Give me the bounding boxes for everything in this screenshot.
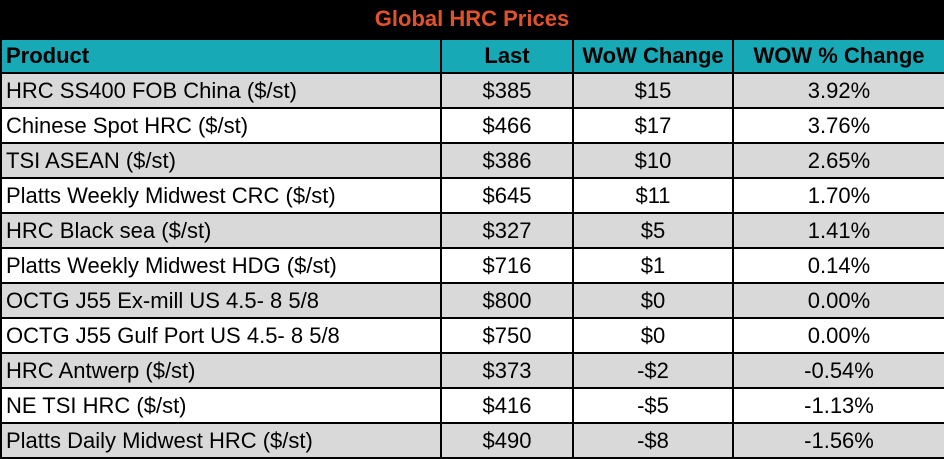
table-row: Platts Weekly Midwest CRC ($/st) $645 $11 1… [0,177,944,214]
wow-change-cell: $0 [572,282,734,319]
last-cell: $373 [440,352,574,389]
header-row: Product Last WoW Change WOW % Change [0,38,944,74]
last-cell: $327 [440,212,574,249]
wow-pct-cell: 1.41% [732,212,944,249]
wow-pct-cell: -0.54% [732,352,944,389]
wow-pct-cell: 0.00% [732,317,944,354]
table-row: HRC SS400 FOB China ($/st) $385 $15 3.92% [0,72,944,109]
product-cell: OCTG J55 Gulf Port US 4.5- 8 5/8 [0,317,442,354]
product-cell: TSI ASEAN ($/st) [0,142,442,179]
wow-change-cell: $10 [572,142,734,179]
last-cell: $416 [440,387,574,424]
table-row: OCTG J55 Ex-mill US 4.5- 8 5/8 $800 $0 0.00… [0,282,944,319]
table-body: HRC SS400 FOB China ($/st) $385 $15 3.92% Ch… [0,72,944,459]
table-title: Global HRC Prices [374,6,570,31]
header-product: Product [0,38,442,74]
wow-pct-cell: 2.65% [732,142,944,179]
wow-change-cell: $11 [572,177,734,214]
table-row: HRC Antwerp ($/st) $373 -$2 -0.54% [0,352,944,389]
product-cell: Chinese Spot HRC ($/st) [0,107,442,144]
header-wow-pct-change: WOW % Change [732,38,944,74]
wow-pct-cell: -1.13% [732,387,944,424]
wow-change-cell: -$5 [572,387,734,424]
product-cell: Platts Weekly Midwest CRC ($/st) [0,177,442,214]
table-row: Platts Daily Midwest HRC ($/st) $490 -$8 -1… [0,422,944,459]
wow-change-cell: $0 [572,317,734,354]
product-cell: Platts Weekly Midwest HDG ($/st) [0,247,442,284]
table-row: Chinese Spot HRC ($/st) $466 $17 3.76% [0,107,944,144]
product-cell: OCTG J55 Ex-mill US 4.5- 8 5/8 [0,282,442,319]
last-cell: $800 [440,282,574,319]
header-last: Last [440,38,574,74]
wow-change-cell: $15 [572,72,734,109]
wow-pct-cell: 3.76% [732,107,944,144]
price-table: Product Last WoW Change WOW % Change HRC… [0,38,944,459]
wow-pct-cell: 0.00% [732,282,944,319]
wow-pct-cell: 0.14% [732,247,944,284]
table-row: NE TSI HRC ($/st) $416 -$5 -1.13% [0,387,944,424]
wow-change-cell: $5 [572,212,734,249]
product-cell: Platts Daily Midwest HRC ($/st) [0,422,442,459]
last-cell: $645 [440,177,574,214]
last-cell: $466 [440,107,574,144]
last-cell: $385 [440,72,574,109]
table-title-bar: Global HRC Prices [0,0,944,38]
last-cell: $750 [440,317,574,354]
wow-change-cell: -$2 [572,352,734,389]
wow-change-cell: $17 [572,107,734,144]
table-header: Product Last WoW Change WOW % Change [0,38,944,74]
product-cell: HRC SS400 FOB China ($/st) [0,72,442,109]
table-row: OCTG J55 Gulf Port US 4.5- 8 5/8 $750 $0 0.… [0,317,944,354]
table-row: Platts Weekly Midwest HDG ($/st) $716 $1 0.… [0,247,944,284]
last-cell: $490 [440,422,574,459]
table-row: TSI ASEAN ($/st) $386 $10 2.65% [0,142,944,179]
header-wow-change: WoW Change [572,38,734,74]
wow-change-cell: $1 [572,247,734,284]
last-cell: $386 [440,142,574,179]
product-cell: HRC Black sea ($/st) [0,212,442,249]
product-cell: HRC Antwerp ($/st) [0,352,442,389]
last-cell: $716 [440,247,574,284]
wow-pct-cell: 1.70% [732,177,944,214]
wow-pct-cell: 3.92% [732,72,944,109]
product-cell: NE TSI HRC ($/st) [0,387,442,424]
wow-change-cell: -$8 [572,422,734,459]
wow-pct-cell: -1.56% [732,422,944,459]
table-row: HRC Black sea ($/st) $327 $5 1.41% [0,212,944,249]
